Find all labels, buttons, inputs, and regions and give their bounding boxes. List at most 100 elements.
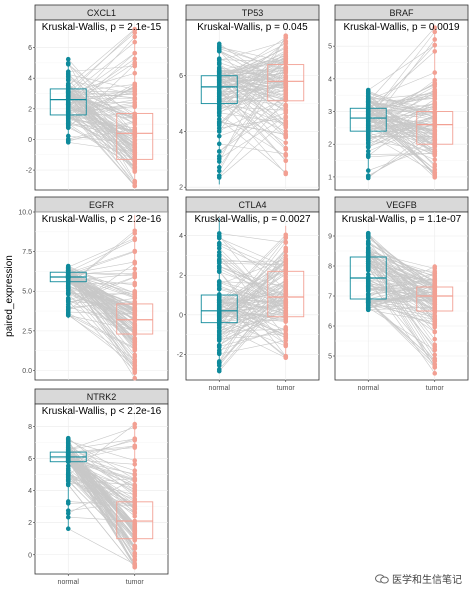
- point-normal: [365, 108, 371, 114]
- point-normal: [216, 280, 222, 285]
- pair-line: [368, 153, 435, 158]
- data-points: [65, 421, 138, 570]
- point-normal: [65, 56, 71, 62]
- pair-line: [68, 94, 135, 144]
- facet-strip-label: CXCL1: [87, 8, 116, 18]
- pair-line: [68, 469, 135, 540]
- pair-line: [219, 333, 286, 340]
- pair-line: [219, 98, 286, 175]
- point-tumor: [432, 167, 438, 172]
- pair-line: [68, 275, 135, 333]
- pair-line: [368, 45, 435, 91]
- point-tumor: [432, 316, 438, 322]
- point-tumor: [132, 461, 138, 467]
- pair-line: [368, 253, 435, 286]
- pair-line: [219, 99, 286, 176]
- point-normal: [216, 128, 222, 134]
- point-tumor: [432, 99, 438, 105]
- pair-line: [68, 85, 135, 127]
- point-tumor: [132, 489, 138, 494]
- pair-line: [68, 440, 135, 461]
- pair-line: [219, 258, 286, 285]
- pair-line: [68, 83, 135, 121]
- point-normal: [365, 239, 371, 244]
- pair-line: [219, 59, 286, 94]
- pair-line: [219, 234, 286, 303]
- pair-line: [219, 314, 286, 341]
- pair-line: [219, 242, 286, 272]
- pair-line: [68, 314, 135, 366]
- point-tumor: [132, 183, 138, 188]
- pair-line: [219, 59, 286, 63]
- point-tumor: [132, 270, 138, 276]
- point-tumor: [283, 38, 289, 44]
- pair-line: [68, 64, 135, 118]
- pair-line: [68, 274, 135, 293]
- pair-line: [68, 277, 135, 320]
- point-normal: [365, 300, 371, 306]
- pair-line: [368, 279, 435, 294]
- y-tick-label: 0: [28, 552, 32, 559]
- point-tumor: [432, 132, 438, 138]
- y-tick-label: 2: [328, 142, 332, 149]
- test-label: Kruskal-Wallis, p < 2.2e-16: [42, 406, 162, 417]
- point-tumor: [432, 293, 438, 298]
- point-tumor: [432, 283, 438, 288]
- point-tumor: [432, 308, 438, 313]
- point-tumor: [283, 129, 289, 134]
- point-tumor: [432, 173, 438, 179]
- y-tick-label: 4: [179, 129, 183, 136]
- point-tumor: [283, 46, 289, 51]
- pair-line: [368, 115, 435, 140]
- pair-line: [219, 315, 286, 332]
- point-normal: [216, 141, 222, 147]
- point-normal: [216, 363, 222, 368]
- point-normal: [365, 272, 371, 277]
- facet-strip-label: VEGFB: [386, 200, 417, 210]
- x-tick-label: tumor: [426, 385, 445, 392]
- pair-line: [68, 122, 135, 135]
- pair-line: [219, 235, 286, 319]
- point-tumor: [132, 34, 138, 40]
- point-tumor: [283, 315, 289, 321]
- pair-line: [68, 120, 135, 153]
- pair-line: [368, 116, 435, 148]
- point-tumor: [132, 111, 138, 117]
- point-tumor: [132, 259, 138, 265]
- point-tumor: [132, 375, 138, 381]
- point-normal: [216, 80, 222, 85]
- point-tumor: [432, 362, 438, 367]
- pair-line: [368, 109, 435, 136]
- point-normal: [365, 99, 371, 105]
- pair-line: [219, 285, 286, 312]
- pair-line: [219, 118, 286, 173]
- point-tumor: [132, 97, 138, 102]
- y-tick-label: 6: [328, 324, 332, 331]
- pair-line: [368, 113, 435, 124]
- point-normal: [65, 438, 71, 444]
- point-normal: [216, 328, 222, 334]
- point-tumor: [132, 280, 138, 286]
- point-tumor: [132, 30, 138, 36]
- data-points: [365, 230, 438, 376]
- point-tumor: [283, 249, 289, 255]
- point-normal: [65, 73, 71, 79]
- pair-line: [68, 300, 135, 372]
- point-tumor: [432, 37, 438, 42]
- point-normal: [216, 149, 222, 154]
- point-tumor: [132, 154, 138, 160]
- point-normal: [365, 121, 371, 126]
- point-normal: [65, 478, 71, 483]
- point-tumor: [283, 267, 289, 272]
- point-tumor: [432, 371, 438, 376]
- y-tick-label: 5: [328, 354, 332, 361]
- pair-line: [68, 96, 135, 162]
- pair-line: [219, 104, 286, 152]
- point-normal: [365, 175, 371, 181]
- pair-line: [68, 271, 135, 364]
- pair-line: [367, 257, 436, 365]
- point-tumor: [432, 342, 438, 348]
- point-tumor: [432, 320, 438, 326]
- point-tumor: [283, 338, 289, 343]
- pair-line: [68, 458, 135, 531]
